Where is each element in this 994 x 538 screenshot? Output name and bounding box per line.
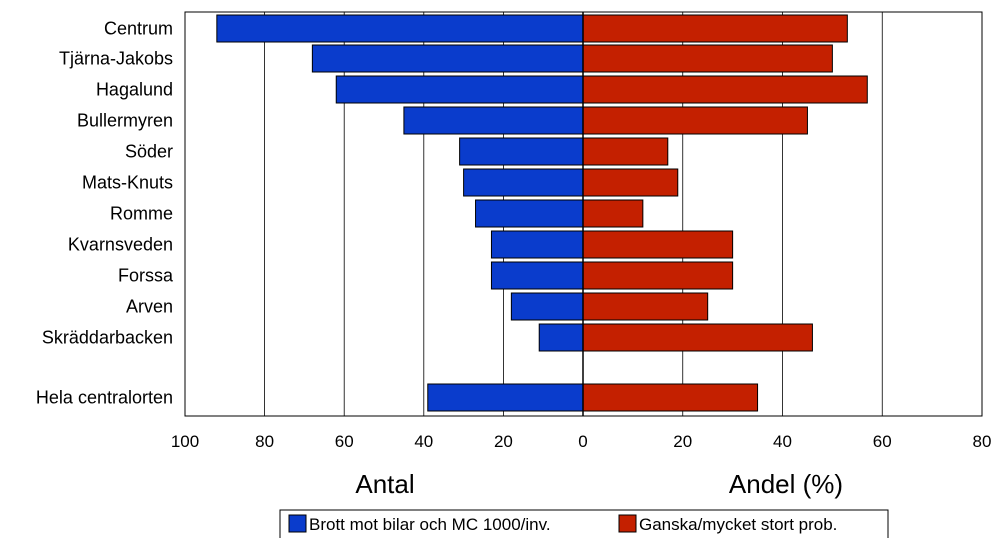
bar-right-3 [582,106,808,135]
bar-left-11 [427,383,584,412]
tick-label-left: 20 [494,432,513,451]
right-axis-title: Andel (%) [729,469,843,499]
bar-left-1 [311,44,584,73]
bar-right-10 [582,323,813,352]
category-label: Romme [110,204,173,224]
tick-label-left: 100 [171,432,199,451]
bar-right-0 [582,14,848,43]
bar-right-9 [582,292,709,321]
category-label: Hela centralorten [36,388,173,408]
category-label: Tjärna-Jakobs [59,49,173,69]
category-label: Forssa [118,266,174,286]
category-label: Söder [125,142,173,162]
tick-label-right: 40 [773,432,792,451]
legend-label-right-series: Ganska/mycket stort prob. [639,515,837,534]
tick-label-right: 60 [873,432,892,451]
tick-label-left: 0 [578,432,587,451]
category-label: Bullermyren [77,111,173,131]
bar-right-6 [582,199,644,228]
category-labels: Centrum Tjärna-Jakobs Hagalund Bullermyren S… [36,19,174,408]
bar-left-5 [463,168,584,197]
legend-label-left-series: Brott mot bilar och MC 1000/inv. [309,515,551,534]
legend-swatch-right-series [618,514,637,533]
right-series-bars [582,14,868,412]
category-label: Hagalund [96,80,173,100]
tick-labels: 100 80 60 40 20 0 20 40 60 80 [171,432,992,451]
bar-right-7 [582,230,734,259]
bar-right-4 [582,137,669,166]
tick-label-right: 20 [673,432,692,451]
bar-left-7 [490,230,584,259]
tick-label-left: 60 [335,432,354,451]
category-label: Kvarnsveden [68,235,173,255]
legend-swatch-left-series [288,514,307,533]
tick-label-right: 80 [973,432,992,451]
bar-left-8 [490,261,584,290]
bar-left-6 [475,199,584,228]
category-label: Arven [126,297,173,317]
bar-right-2 [582,75,868,104]
left-series-bars [216,14,584,412]
bar-right-11 [582,383,759,412]
tick-label-left: 80 [255,432,274,451]
bar-left-2 [335,75,584,104]
bar-left-9 [510,292,584,321]
bar-left-0 [216,14,584,43]
left-axis-title: Antal [355,469,414,499]
category-label: Centrum [104,19,173,39]
legend: Brott mot bilar och MC 1000/inv. Ganska/… [279,509,889,538]
bar-left-3 [403,106,584,135]
bar-right-1 [582,44,833,73]
bar-right-5 [582,168,679,197]
legend-box [279,509,889,538]
category-label: Skräddarbacken [42,328,173,348]
tick-label-left: 40 [414,432,433,451]
bar-left-10 [538,323,584,352]
category-label: Mats-Knuts [82,173,173,193]
bar-left-4 [459,137,584,166]
bar-right-8 [582,261,734,290]
